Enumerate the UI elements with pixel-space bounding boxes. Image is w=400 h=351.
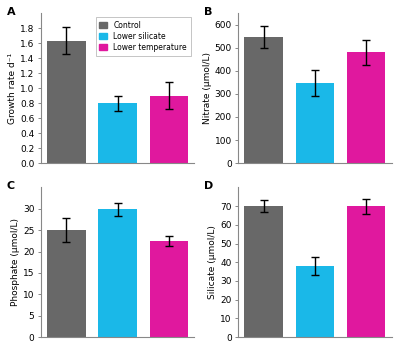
Bar: [296, 266, 334, 337]
Y-axis label: Phosphate (μmol/L): Phosphate (μmol/L): [11, 218, 20, 306]
Text: A: A: [7, 7, 16, 17]
Bar: [347, 206, 385, 337]
Bar: [150, 95, 188, 163]
Bar: [347, 52, 385, 163]
Bar: [98, 103, 137, 163]
Bar: [98, 209, 137, 337]
Legend: Control, Lower silicate, Lower temperature: Control, Lower silicate, Lower temperatu…: [96, 17, 190, 55]
Bar: [47, 230, 86, 337]
Bar: [150, 241, 188, 337]
Bar: [296, 83, 334, 163]
Text: D: D: [204, 181, 214, 191]
Y-axis label: Nitrate (μmol/L): Nitrate (μmol/L): [203, 52, 212, 124]
Bar: [244, 37, 283, 163]
Text: C: C: [7, 181, 15, 191]
Y-axis label: Silicate (μmol/L): Silicate (μmol/L): [208, 225, 218, 299]
Bar: [47, 41, 86, 163]
Bar: [244, 206, 283, 337]
Text: B: B: [204, 7, 212, 17]
Y-axis label: Growth rate d⁻¹: Growth rate d⁻¹: [8, 53, 17, 124]
